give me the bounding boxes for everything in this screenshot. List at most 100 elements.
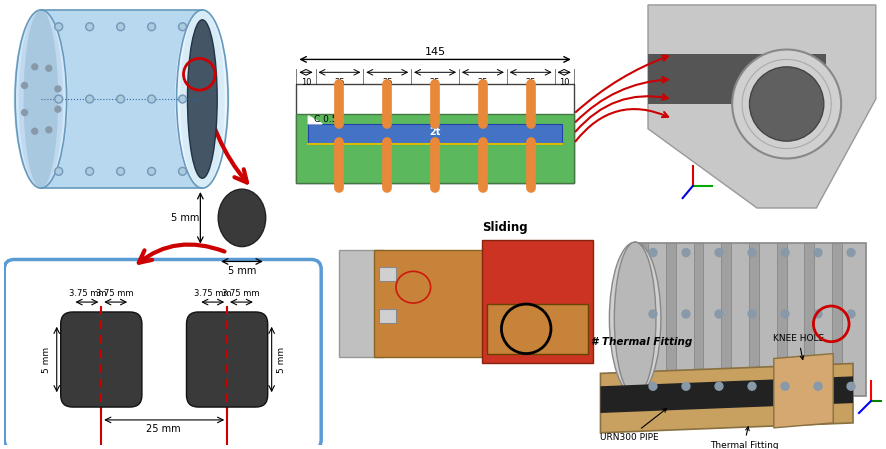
- Bar: [374, 250, 493, 357]
- Circle shape: [21, 110, 27, 115]
- Text: 25: 25: [525, 78, 536, 87]
- FancyBboxPatch shape: [61, 312, 142, 407]
- Text: 25 mm: 25 mm: [146, 424, 181, 434]
- Text: 25: 25: [382, 78, 392, 87]
- Bar: [721, 242, 731, 396]
- Text: 145: 145: [424, 48, 446, 57]
- Ellipse shape: [175, 10, 229, 188]
- Circle shape: [117, 167, 125, 175]
- Polygon shape: [601, 364, 853, 433]
- Circle shape: [682, 310, 690, 318]
- Circle shape: [149, 97, 154, 101]
- Bar: [749, 242, 759, 396]
- Ellipse shape: [610, 242, 661, 396]
- FancyBboxPatch shape: [4, 260, 322, 449]
- FancyBboxPatch shape: [648, 54, 827, 104]
- Polygon shape: [308, 116, 323, 124]
- Circle shape: [179, 167, 186, 175]
- Ellipse shape: [732, 49, 841, 158]
- Text: 3.75 mm: 3.75 mm: [69, 289, 106, 298]
- Circle shape: [55, 23, 63, 31]
- Circle shape: [814, 382, 822, 390]
- Text: 3.75 mm: 3.75 mm: [97, 289, 134, 298]
- Circle shape: [21, 83, 27, 88]
- Circle shape: [682, 382, 690, 390]
- Circle shape: [715, 310, 723, 318]
- Circle shape: [847, 249, 855, 256]
- Circle shape: [814, 249, 822, 256]
- Bar: [297, 84, 574, 183]
- Circle shape: [55, 167, 63, 175]
- Text: Sliding: Sliding: [482, 221, 527, 234]
- Circle shape: [86, 95, 94, 103]
- Circle shape: [180, 24, 185, 29]
- Text: C 0.5: C 0.5: [315, 115, 338, 124]
- Circle shape: [149, 24, 154, 29]
- Circle shape: [715, 249, 723, 256]
- Text: 5 mm: 5 mm: [228, 266, 256, 277]
- Text: 10: 10: [300, 78, 311, 87]
- Circle shape: [149, 169, 154, 174]
- Text: URN300 PIPE: URN300 PIPE: [601, 409, 666, 442]
- Circle shape: [748, 310, 756, 318]
- Bar: [666, 242, 676, 396]
- Bar: [486, 304, 587, 353]
- Bar: [378, 309, 396, 323]
- Circle shape: [86, 23, 94, 31]
- Circle shape: [86, 167, 94, 175]
- Bar: [297, 114, 574, 183]
- Text: 5 mm: 5 mm: [277, 347, 286, 373]
- Ellipse shape: [188, 20, 217, 178]
- Circle shape: [55, 106, 61, 112]
- Circle shape: [87, 97, 92, 101]
- Bar: [633, 242, 866, 396]
- Text: 3.75 mm: 3.75 mm: [194, 289, 232, 298]
- FancyBboxPatch shape: [39, 10, 202, 188]
- Bar: [694, 242, 703, 396]
- Circle shape: [118, 97, 123, 101]
- Text: 10: 10: [559, 78, 570, 87]
- Circle shape: [649, 249, 657, 256]
- Circle shape: [46, 65, 51, 71]
- Circle shape: [87, 24, 92, 29]
- Circle shape: [847, 382, 855, 390]
- Polygon shape: [648, 5, 875, 208]
- Text: KNEE HOLE: KNEE HOLE: [773, 334, 824, 360]
- Ellipse shape: [180, 10, 225, 188]
- Bar: [378, 268, 396, 281]
- Circle shape: [148, 95, 156, 103]
- Text: 2t: 2t: [430, 127, 440, 137]
- Text: 25: 25: [478, 78, 488, 87]
- Circle shape: [148, 167, 156, 175]
- Circle shape: [56, 97, 61, 101]
- Circle shape: [781, 249, 789, 256]
- Text: 25: 25: [430, 78, 440, 87]
- Circle shape: [179, 23, 186, 31]
- Ellipse shape: [614, 242, 656, 396]
- Circle shape: [46, 127, 51, 133]
- Circle shape: [56, 169, 61, 174]
- Circle shape: [649, 382, 657, 390]
- Circle shape: [814, 310, 822, 318]
- Circle shape: [56, 24, 61, 29]
- Ellipse shape: [24, 10, 58, 188]
- Text: 5 mm: 5 mm: [43, 347, 51, 373]
- Circle shape: [748, 249, 756, 256]
- Circle shape: [847, 310, 855, 318]
- Ellipse shape: [750, 67, 824, 141]
- Circle shape: [179, 95, 186, 103]
- FancyBboxPatch shape: [186, 312, 268, 407]
- Circle shape: [180, 169, 185, 174]
- Bar: [638, 242, 648, 396]
- Bar: [777, 242, 787, 396]
- Bar: [832, 242, 842, 396]
- Ellipse shape: [13, 10, 68, 188]
- Text: 25: 25: [334, 78, 345, 87]
- Circle shape: [748, 382, 756, 390]
- Bar: [308, 124, 562, 144]
- Ellipse shape: [218, 189, 266, 247]
- Circle shape: [148, 23, 156, 31]
- Circle shape: [55, 86, 61, 92]
- Circle shape: [117, 23, 125, 31]
- Circle shape: [87, 169, 92, 174]
